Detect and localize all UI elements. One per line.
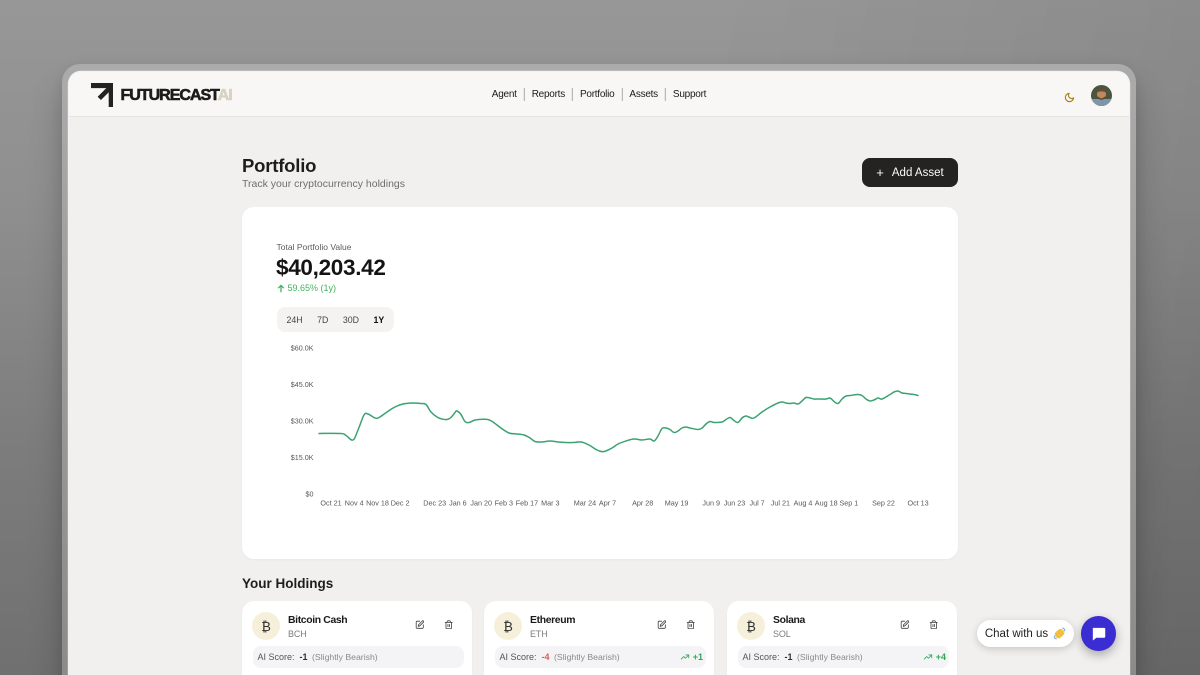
svg-text:$30.0K: $30.0K	[291, 417, 314, 426]
svg-text:Nov 4: Nov 4	[345, 499, 364, 508]
svg-text:Jan 20: Jan 20	[470, 499, 492, 508]
svg-text:$0: $0	[306, 490, 314, 499]
svg-text:Oct 13: Oct 13	[908, 499, 929, 508]
svg-text:Jul 7: Jul 7	[750, 499, 765, 508]
svg-text:Apr 28: Apr 28	[632, 499, 653, 508]
svg-text:Aug 18: Aug 18	[815, 499, 838, 508]
svg-text:Jun 23: Jun 23	[724, 499, 746, 508]
svg-text:Jun 9: Jun 9	[702, 499, 720, 508]
svg-text:Jan 6: Jan 6	[449, 499, 467, 508]
svg-text:$15.0K: $15.0K	[291, 453, 314, 462]
svg-text:$45.0K: $45.0K	[291, 380, 314, 389]
svg-text:Jul 21: Jul 21	[771, 499, 790, 508]
svg-text:Oct 21: Oct 21	[320, 499, 341, 508]
svg-text:Mar 24: Mar 24	[574, 499, 596, 508]
svg-text:Dec 2: Dec 2	[391, 499, 410, 508]
svg-text:Aug 4: Aug 4	[794, 499, 813, 508]
svg-text:Sep 22: Sep 22	[872, 499, 895, 508]
svg-text:Apr 7: Apr 7	[599, 499, 616, 508]
svg-text:May 19: May 19	[665, 499, 689, 508]
svg-text:Feb 3: Feb 3	[495, 499, 513, 508]
svg-text:Nov 18: Nov 18	[366, 499, 389, 508]
svg-text:$60.0K: $60.0K	[291, 343, 314, 352]
svg-text:Sep 1: Sep 1	[840, 499, 859, 508]
svg-text:Dec 23: Dec 23	[423, 499, 446, 508]
svg-text:Mar 3: Mar 3	[541, 499, 559, 508]
svg-text:Feb 17: Feb 17	[516, 499, 538, 508]
